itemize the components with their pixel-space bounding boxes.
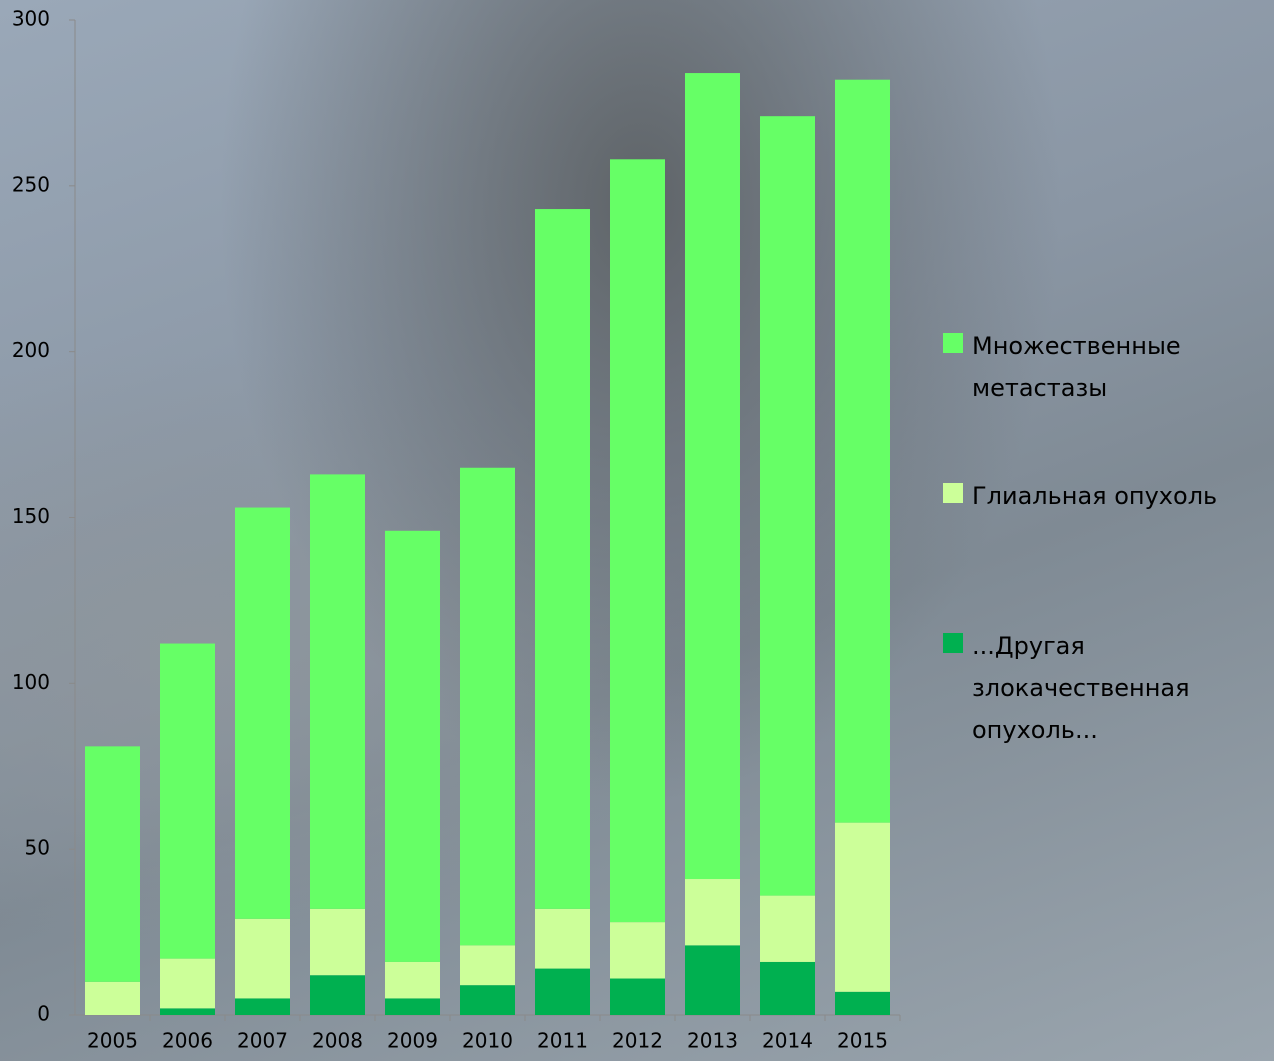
bar-segment xyxy=(235,507,290,919)
bar-segment xyxy=(460,985,515,1015)
y-tick-label: 200 xyxy=(12,338,50,362)
legend-label: Глиальная опухоль xyxy=(972,482,1218,510)
x-tick-label: 2015 xyxy=(837,1029,888,1053)
bar-segment xyxy=(160,1008,215,1015)
bar-segment xyxy=(460,467,515,946)
bar-segment xyxy=(760,961,815,1015)
x-tick-label: 2012 xyxy=(612,1029,663,1053)
y-tick-label: 250 xyxy=(12,172,50,196)
legend-swatch xyxy=(943,633,963,653)
x-tick-label: 2011 xyxy=(537,1029,588,1053)
x-tick-label: 2010 xyxy=(462,1029,513,1053)
legend-item: Глиальная опухоль xyxy=(943,475,1273,517)
bar-segment xyxy=(310,474,365,909)
y-tick-label: 100 xyxy=(12,670,50,694)
bar-segment xyxy=(460,945,515,986)
y-tick-label: 0 xyxy=(37,1002,50,1026)
bar-segment xyxy=(235,918,290,999)
legend-swatch xyxy=(943,483,963,503)
bar-segment xyxy=(685,879,740,946)
legend-item: Множественные метастазы xyxy=(943,325,1273,409)
bar-segment xyxy=(535,968,590,1015)
bar-segment xyxy=(760,895,815,962)
bar-segment xyxy=(385,998,440,1015)
x-tick-label: 2006 xyxy=(162,1029,213,1053)
bar-segment xyxy=(85,981,140,1015)
bar-segment xyxy=(85,746,140,982)
legend-label: Множественные метастазы xyxy=(972,332,1181,402)
bar-segment xyxy=(310,975,365,1015)
bar-segment xyxy=(835,79,890,823)
bar-segment xyxy=(310,908,365,976)
bar-segment xyxy=(835,822,890,992)
bar-segment xyxy=(160,643,215,959)
y-tick-label: 150 xyxy=(12,504,50,528)
legend-label: ...Другая злокачественная опухоль... xyxy=(972,632,1190,744)
bar-segment xyxy=(385,530,440,962)
x-tick-label: 2008 xyxy=(312,1029,363,1053)
bar-segment xyxy=(685,73,740,880)
bar-segment xyxy=(610,159,665,923)
bar-segment xyxy=(610,922,665,979)
x-tick-label: 2005 xyxy=(87,1029,138,1053)
bar-segment xyxy=(160,958,215,1009)
bar-segment xyxy=(235,998,290,1015)
bar-segment xyxy=(535,908,590,969)
x-tick-label: 2007 xyxy=(237,1029,288,1053)
legend-item: ...Другая злокачественная опухоль... xyxy=(943,625,1273,751)
x-tick-label: 2009 xyxy=(387,1029,438,1053)
bar-segment xyxy=(610,978,665,1015)
bar-segment xyxy=(385,961,440,999)
y-tick-label: 300 xyxy=(12,7,50,31)
x-tick-label: 2013 xyxy=(687,1029,738,1053)
legend-swatch xyxy=(943,333,963,353)
x-tick-label: 2014 xyxy=(762,1029,813,1053)
bar-segment xyxy=(760,116,815,896)
bar-segment xyxy=(835,991,890,1015)
bar-segment xyxy=(685,945,740,1015)
bar-segment xyxy=(535,209,590,909)
y-tick-label: 50 xyxy=(25,836,50,860)
